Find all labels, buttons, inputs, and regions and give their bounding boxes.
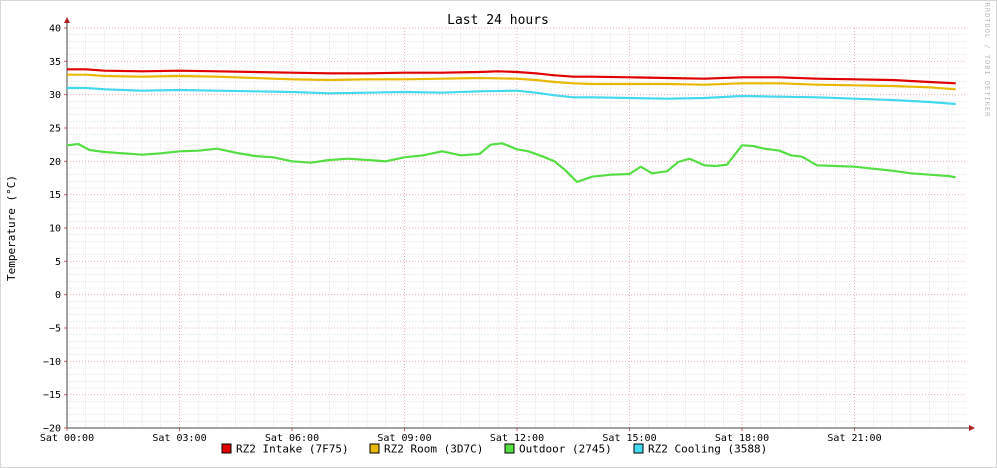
x-tick-label: Sat 00:00 <box>40 433 94 444</box>
x-tick-label: Sat 21:00 <box>827 433 881 444</box>
legend-swatch-icon <box>633 443 644 454</box>
y-tick-label: 0 <box>55 290 61 301</box>
legend-entry-label: RZ2 Intake (7F75) <box>236 443 349 456</box>
chart-title: Last 24 hours <box>447 13 549 28</box>
x-tick-label: Sat 18:00 <box>715 433 769 444</box>
y-axis-label: Temperature (°C) <box>5 175 18 281</box>
y-tick-label: −20 <box>43 424 61 435</box>
legend-entry-label: RZ2 Room (3D7C) <box>384 443 483 456</box>
x-tick-label: Sat 03:00 <box>152 433 206 444</box>
x-tick-label: Sat 12:00 <box>490 433 544 444</box>
x-tick-labels: Sat 00:00 Sat 03:00 Sat 06:00 Sat 09:00 Sat … <box>40 433 882 444</box>
legend-entry-label: Outdoor (2745) <box>519 443 612 456</box>
series-lines <box>66 68 956 184</box>
legend-swatch-icon <box>221 443 232 454</box>
x-tick-label: Sat 15:00 <box>602 433 656 444</box>
series-line-2 <box>67 73 956 91</box>
y-tick-label: 10 <box>49 224 61 235</box>
x-axis-arrow-icon <box>969 425 975 431</box>
y-tick-label: 5 <box>55 257 61 268</box>
x-tick-label: Sat 06:00 <box>265 433 319 444</box>
y-tick-label: 20 <box>49 157 61 168</box>
y-tick-label: 35 <box>49 57 61 68</box>
series-line-4 <box>67 86 956 106</box>
y-tick-label: 40 <box>49 24 61 35</box>
rrdtool-watermark: RRDTOOL / TOBI OETIKER <box>983 3 991 118</box>
legend: RZ2 Intake (7F75) RZ2 Room (3D7C) Outdoor … <box>221 443 767 456</box>
y-axis-arrow-icon <box>64 17 70 23</box>
x-tick-label: Sat 09:00 <box>377 433 431 444</box>
y-tick-label: −15 <box>43 390 61 401</box>
series-line-1 <box>67 68 956 85</box>
legend-entry-label: RZ2 Cooling (3588) <box>648 443 767 456</box>
major-grid <box>66 27 967 429</box>
legend-swatch-icon <box>504 443 515 454</box>
y-tick-labels: −20 −15 −10 −5 0 5 10 15 20 25 30 35 40 <box>43 24 61 435</box>
y-tick-label: 25 <box>49 124 61 135</box>
y-tick-label: −10 <box>43 357 61 368</box>
y-tick-label: 15 <box>49 190 61 201</box>
y-tick-label: −5 <box>49 324 61 335</box>
legend-swatch-icon <box>369 443 380 454</box>
y-tick-label: 30 <box>49 90 61 101</box>
series-line-3 <box>66 142 956 184</box>
